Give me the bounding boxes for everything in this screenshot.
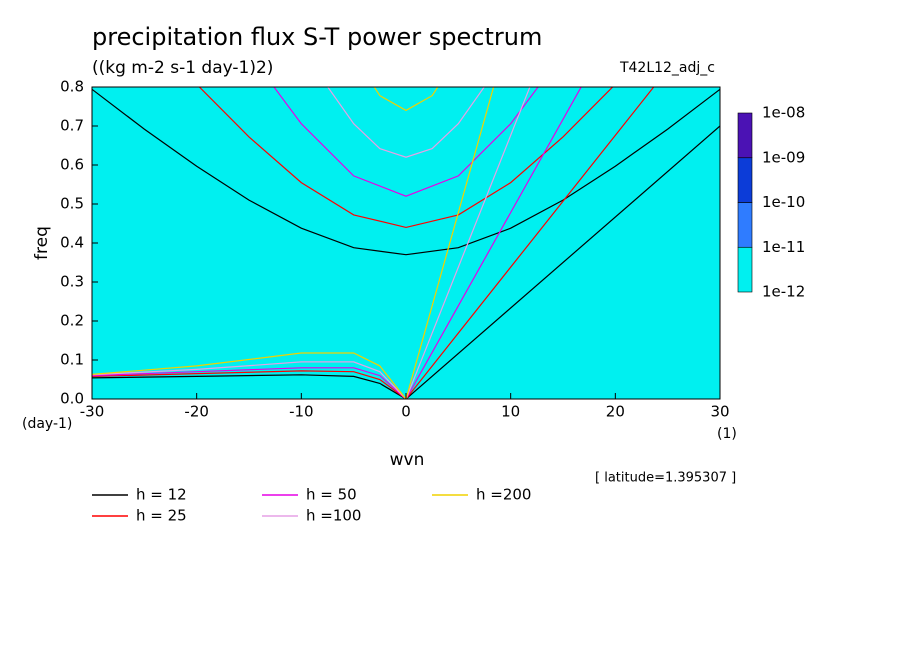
colorbar-label: 1e-11 xyxy=(762,238,805,256)
dispersion-curve xyxy=(92,87,655,399)
colorbar-bin xyxy=(737,202,753,248)
y-tick-label: 0.4 xyxy=(60,234,84,252)
y-tick-label: 0.2 xyxy=(60,312,84,330)
chart-subtitle: ((kg m-2 s-1 day-1)2) xyxy=(92,58,273,78)
x-tick-label: -30 xyxy=(80,403,105,421)
annotation: [ latitude=1.395307 ] xyxy=(595,471,736,486)
legend-label: h =100 xyxy=(306,507,361,525)
x-unit: (1) xyxy=(717,426,737,442)
run-label: T42L12_adj_c xyxy=(619,60,715,76)
x-tick-label: -20 xyxy=(184,403,209,421)
colorbar-label: 1e-12 xyxy=(762,283,805,301)
colorbar-bin xyxy=(737,246,753,293)
y-unit: (day-1) xyxy=(22,416,72,432)
dispersion-curve xyxy=(92,87,582,399)
dispersion-curve xyxy=(92,88,720,399)
y-axis-label: freq xyxy=(32,226,52,260)
y-tick-label: 0.8 xyxy=(60,78,84,96)
colorbar-bin xyxy=(737,112,753,159)
y-tick-label: 0.1 xyxy=(60,351,84,369)
colorbar-bin xyxy=(737,157,753,203)
y-tick-label: 0.3 xyxy=(60,273,84,291)
x-axis-label: wvn xyxy=(390,450,425,470)
dispersion-curve xyxy=(92,87,495,399)
colorbar-label: 1e-10 xyxy=(762,193,805,211)
legend-label: h =200 xyxy=(476,486,531,504)
y-tick-label: 0.7 xyxy=(60,117,84,135)
colorbar-label: 1e-09 xyxy=(762,148,805,166)
y-tick-label: 0.0 xyxy=(60,390,84,408)
y-tick-label: 0.5 xyxy=(60,195,84,213)
x-tick-label: -10 xyxy=(289,403,314,421)
x-tick-label: 20 xyxy=(606,403,625,421)
legend-label: h = 12 xyxy=(136,486,187,504)
legend-label: h = 25 xyxy=(136,507,187,525)
x-tick-label: 0 xyxy=(401,403,411,421)
dispersion-curve xyxy=(92,87,531,399)
x-tick-label: 10 xyxy=(501,403,520,421)
colorbar-label: 1e-08 xyxy=(762,104,805,122)
contour-fill xyxy=(92,87,720,399)
legend-label: h = 50 xyxy=(306,486,357,504)
x-tick-label: 30 xyxy=(710,403,729,421)
chart-title: precipitation flux S-T power spectrum xyxy=(92,23,542,51)
y-tick-label: 0.6 xyxy=(60,156,84,174)
